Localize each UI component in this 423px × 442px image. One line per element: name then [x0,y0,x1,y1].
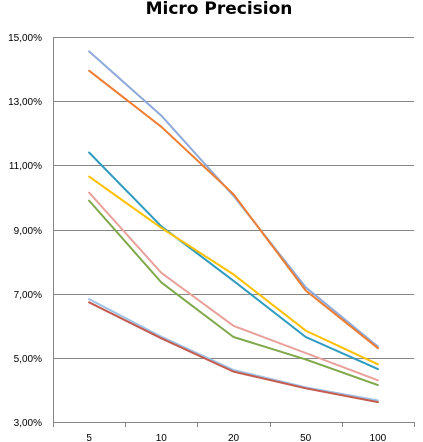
series-line-2 [88,69,379,350]
x-tick-label: 50 [300,433,312,442]
x-tick-label: 100 [370,433,387,442]
y-tick-label: 7,00% [14,290,42,301]
axis-layer [53,37,415,427]
series-line-8 [88,301,379,404]
grid-layer [53,37,414,423]
y-tick-label: 11,00% [9,161,42,172]
series-line-5 [88,191,379,382]
y-tick-label: 15,00% [8,33,42,44]
series-layer [88,50,379,404]
series-line-1 [88,50,379,348]
x-tick-label: 5 [86,433,92,442]
series-line-4 [88,175,379,366]
y-tick-label: 13,00% [8,97,42,108]
y-tick-label: 3,00% [14,418,42,429]
y-tick-label: 9,00% [14,226,42,237]
series-line-6 [88,199,379,387]
y-tick-labels: 3,00% 5,00% 7,00% 9,00% 11,00% 13,00% 15,00% [8,33,42,429]
series-line-3 [88,151,379,371]
x-tick-label: 20 [228,433,240,442]
chart-title: Micro Precision [146,0,293,19]
x-tick-labels: 5 10 20 50 100 [86,433,386,442]
series-line-7 [88,298,379,402]
y-tick-label: 5,00% [14,354,42,365]
x-tick-label: 10 [156,433,168,442]
